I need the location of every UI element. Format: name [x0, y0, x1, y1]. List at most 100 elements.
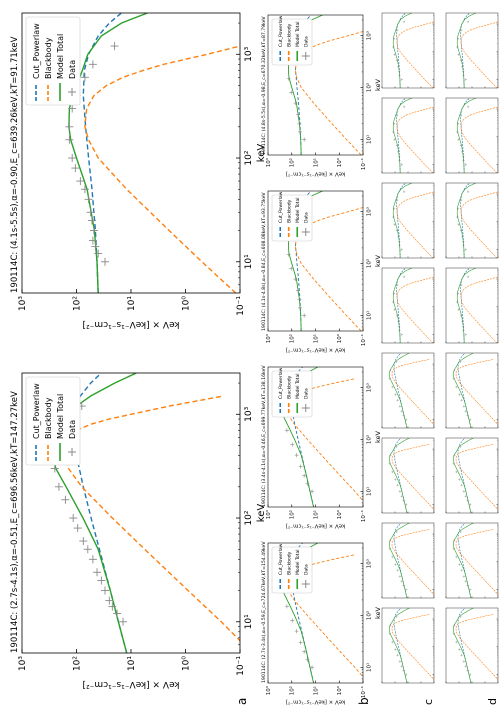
legend-label: Data — [303, 388, 309, 399]
data-point — [400, 248, 403, 251]
legend-label: Cut_Powerlaw — [32, 23, 41, 79]
data-point — [466, 190, 470, 194]
data-point — [460, 569, 463, 572]
chart-title: 190114C: (3.4s-4.1s),α=-0.46,E_c=699.77k… — [261, 365, 267, 507]
data-point — [105, 596, 114, 605]
series-group — [388, 608, 434, 683]
panel-letter-b: b — [357, 697, 371, 705]
data-point — [398, 159, 401, 162]
data-point — [76, 177, 85, 186]
data-point — [458, 478, 461, 481]
data-point — [392, 207, 396, 210]
data-point — [302, 313, 307, 318]
x-axis-label: keV — [374, 430, 382, 443]
legend-label: Model Total — [56, 394, 65, 439]
y-axis-label: keV × [keV⁻¹s⁻¹cm⁻²] — [286, 347, 345, 354]
data-point — [402, 499, 405, 502]
legend-label: Blackbody — [44, 37, 53, 79]
series-line-1 — [391, 443, 434, 513]
y-tick-label: 10² — [289, 158, 296, 167]
data-point — [68, 104, 77, 113]
data-point — [65, 122, 74, 131]
data-point — [461, 70, 465, 73]
data-point — [397, 325, 401, 328]
x-axis-label: keV — [374, 78, 382, 91]
y-tick-label: 10² — [289, 686, 296, 695]
y-tick-label: 10² — [289, 334, 296, 343]
data-point — [393, 53, 396, 56]
series-group — [388, 353, 434, 428]
x-tick-label: 10³ — [244, 406, 254, 421]
data-point — [468, 503, 472, 506]
data-point — [460, 399, 463, 402]
data-point — [394, 563, 397, 566]
data-point — [108, 602, 117, 611]
data-point — [392, 300, 395, 304]
data-point — [398, 329, 401, 332]
data-point — [89, 226, 98, 235]
y-tick-label: 10⁰ — [182, 656, 192, 671]
chart-c0 — [381, 607, 435, 684]
data-point — [83, 545, 92, 554]
chart-title: 190114C: (2.7s-3.4s),α=-0.59,E_c=724.67k… — [261, 541, 267, 683]
series-line-1 — [396, 276, 434, 343]
series-line-1 — [460, 276, 498, 343]
y-tick-label: 10⁻¹ — [236, 296, 246, 316]
data-point — [394, 393, 397, 396]
data-point — [397, 155, 401, 158]
data-point — [88, 60, 97, 69]
data-point — [286, 76, 291, 81]
data-point — [290, 618, 295, 623]
data-point — [398, 405, 402, 408]
chart-title: 190114C: (2.7s-4.1s),α=-0.51,E_c=696.56k… — [10, 391, 20, 653]
data-point — [452, 377, 456, 380]
data-point — [404, 588, 408, 591]
legend-box — [25, 376, 81, 466]
data-point — [404, 503, 408, 506]
data-point — [84, 195, 93, 204]
series-group — [452, 523, 498, 598]
data-point — [402, 105, 406, 109]
series-line-1 — [460, 106, 498, 173]
data-point — [461, 65, 464, 68]
data-point — [310, 489, 315, 494]
data-point — [455, 640, 458, 644]
data-point — [395, 360, 398, 364]
chart-c5 — [381, 182, 435, 259]
data-point — [468, 588, 472, 591]
x-axis-label: keV — [256, 144, 267, 163]
data-point — [461, 235, 464, 238]
series-line-1 — [455, 613, 498, 683]
y-tick-label: 10³ — [265, 686, 272, 695]
data-point — [459, 284, 463, 287]
y-tick-label: 10⁰ — [336, 333, 343, 343]
chart-b3: 190114C: (4.1s-4.8s),α=-0.84,E_c=608.08k… — [261, 190, 382, 354]
data-point — [464, 495, 467, 498]
data-point — [392, 215, 395, 219]
data-point — [294, 453, 299, 458]
data-point — [462, 159, 465, 162]
data-point — [456, 300, 459, 304]
chart-c4 — [381, 267, 435, 344]
data-point — [466, 275, 470, 279]
data-point — [110, 42, 119, 51]
data-point — [397, 320, 400, 323]
data-point — [293, 101, 298, 106]
data-point — [397, 150, 400, 153]
data-point — [459, 314, 463, 317]
data-point — [310, 665, 315, 670]
data-point — [462, 244, 465, 247]
data-point — [452, 632, 456, 635]
data-point — [400, 333, 403, 336]
series-group — [388, 438, 434, 513]
series-group — [452, 353, 498, 428]
data-point — [464, 78, 467, 81]
data-point — [398, 575, 402, 578]
series-group — [456, 268, 498, 343]
data-point — [389, 539, 392, 542]
legend-label: Data — [303, 212, 309, 223]
x-tick-label: 10³ — [366, 383, 373, 392]
data-point — [302, 649, 307, 654]
series-line-1 — [455, 528, 498, 598]
x-tick-label: 10¹ — [366, 487, 373, 496]
